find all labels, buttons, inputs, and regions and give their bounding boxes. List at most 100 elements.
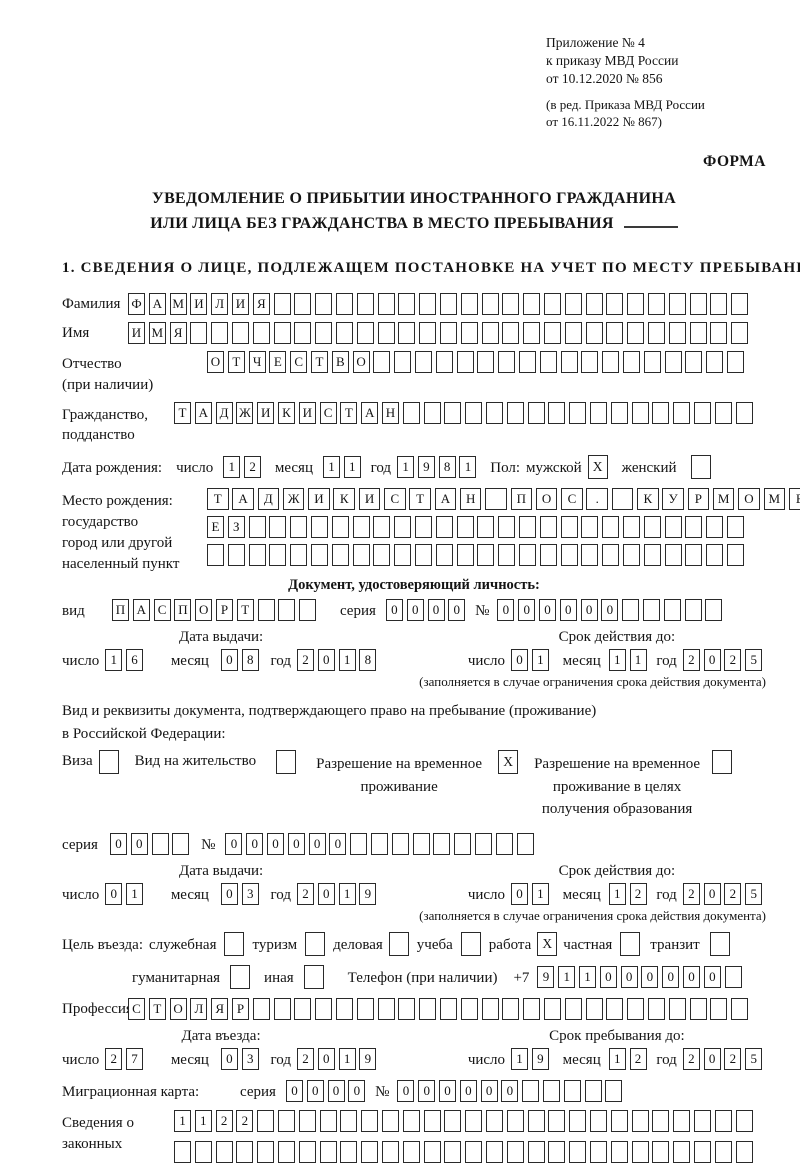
char-box[interactable] <box>352 544 370 567</box>
char-box[interactable]: 2 <box>682 1047 700 1070</box>
char-box[interactable] <box>643 351 661 374</box>
char-box[interactable] <box>714 1109 732 1132</box>
purpose-official-checkbox[interactable] <box>224 931 245 956</box>
char-box[interactable] <box>693 401 711 424</box>
char-box[interactable]: С <box>384 488 406 511</box>
char-box[interactable] <box>371 832 389 855</box>
char-box[interactable] <box>294 997 312 1020</box>
char-box[interactable]: П <box>112 599 129 622</box>
char-box[interactable] <box>485 1109 503 1132</box>
char-box[interactable] <box>548 1109 566 1132</box>
char-box[interactable]: В <box>331 351 349 374</box>
char-box[interactable]: 1 <box>338 649 356 672</box>
char-box[interactable]: 1 <box>608 882 626 905</box>
char-box[interactable] <box>589 401 607 424</box>
char-box[interactable] <box>439 322 457 345</box>
char-box[interactable]: 2 <box>215 1109 233 1132</box>
char-box[interactable] <box>257 1140 275 1163</box>
char-box[interactable]: И <box>358 488 381 511</box>
char-box[interactable]: О <box>207 351 224 374</box>
char-box[interactable] <box>605 1079 623 1102</box>
char-box[interactable]: Т <box>236 599 254 622</box>
char-box[interactable] <box>518 516 536 539</box>
char-box[interactable] <box>610 1109 628 1132</box>
char-box[interactable]: 0 <box>539 599 556 622</box>
char-box[interactable]: З <box>227 516 245 539</box>
purpose-other-checkbox[interactable] <box>303 964 324 989</box>
char-box[interactable] <box>319 1140 337 1163</box>
char-box[interactable]: 0 <box>620 965 638 988</box>
char-box[interactable] <box>735 401 753 424</box>
char-box[interactable] <box>602 544 620 567</box>
char-box[interactable]: 2 <box>724 649 742 672</box>
purpose-study-checkbox[interactable] <box>460 931 481 956</box>
char-box[interactable] <box>402 401 420 424</box>
char-box[interactable]: А <box>361 401 379 424</box>
char-box[interactable] <box>495 832 513 855</box>
char-box[interactable]: 0 <box>480 1079 498 1102</box>
char-box[interactable]: М <box>763 488 786 511</box>
char-box[interactable]: 9 <box>537 965 555 988</box>
char-box[interactable]: Т <box>340 401 358 424</box>
char-box[interactable]: 0 <box>518 599 536 622</box>
char-box[interactable] <box>335 997 353 1020</box>
char-box[interactable] <box>460 293 478 316</box>
char-box[interactable]: 1 <box>174 1109 191 1132</box>
char-box[interactable]: 0 <box>105 882 123 905</box>
char-box[interactable] <box>475 832 492 855</box>
char-box[interactable] <box>527 1109 545 1132</box>
char-box[interactable] <box>269 544 287 567</box>
char-box[interactable] <box>581 351 599 374</box>
char-box[interactable]: Л <box>211 293 229 316</box>
char-box[interactable]: Н <box>381 401 399 424</box>
char-box[interactable] <box>335 322 353 345</box>
char-box[interactable]: 1 <box>105 649 123 672</box>
option-visa-checkbox[interactable] <box>98 750 119 775</box>
char-box[interactable] <box>664 351 682 374</box>
char-box[interactable] <box>606 322 624 345</box>
char-box[interactable]: А <box>434 488 457 511</box>
char-box[interactable]: 3 <box>241 1047 259 1070</box>
char-box[interactable] <box>398 293 416 316</box>
char-box[interactable] <box>581 544 599 567</box>
char-box[interactable] <box>652 1140 670 1163</box>
char-box[interactable]: 5 <box>745 649 763 672</box>
char-box[interactable] <box>414 351 432 374</box>
char-box[interactable]: 0 <box>559 599 577 622</box>
char-box[interactable]: Б <box>788 488 800 511</box>
char-box[interactable] <box>627 322 645 345</box>
char-box[interactable] <box>506 1109 524 1132</box>
char-box[interactable] <box>227 544 245 567</box>
char-box[interactable]: 1 <box>338 1047 356 1070</box>
char-box[interactable]: 0 <box>703 649 721 672</box>
char-box[interactable]: 0 <box>220 649 238 672</box>
char-box[interactable] <box>319 1109 337 1132</box>
char-box[interactable]: 1 <box>126 882 144 905</box>
char-box[interactable] <box>652 401 670 424</box>
char-box[interactable] <box>610 401 628 424</box>
char-box[interactable] <box>419 293 437 316</box>
char-box[interactable] <box>631 401 649 424</box>
char-box[interactable] <box>710 997 728 1020</box>
char-box[interactable] <box>465 1140 483 1163</box>
char-box[interactable] <box>622 599 640 622</box>
char-box[interactable] <box>502 293 520 316</box>
char-box[interactable] <box>693 1109 711 1132</box>
char-box[interactable]: 1 <box>459 456 477 479</box>
char-box[interactable]: М <box>169 293 187 316</box>
char-box[interactable]: 0 <box>220 1047 238 1070</box>
char-box[interactable]: 2 <box>629 882 647 905</box>
char-box[interactable] <box>412 832 430 855</box>
char-box[interactable] <box>231 322 249 345</box>
purpose-private-checkbox[interactable] <box>620 931 641 956</box>
char-box[interactable] <box>622 351 640 374</box>
char-box[interactable]: 0 <box>601 599 619 622</box>
char-box[interactable] <box>485 1140 503 1163</box>
char-box[interactable]: 0 <box>703 1047 721 1070</box>
char-box[interactable] <box>706 351 724 374</box>
char-box[interactable] <box>236 1140 254 1163</box>
char-box[interactable] <box>402 1109 420 1132</box>
char-box[interactable]: 8 <box>359 649 377 672</box>
char-box[interactable]: И <box>190 293 208 316</box>
char-box[interactable] <box>278 599 296 622</box>
